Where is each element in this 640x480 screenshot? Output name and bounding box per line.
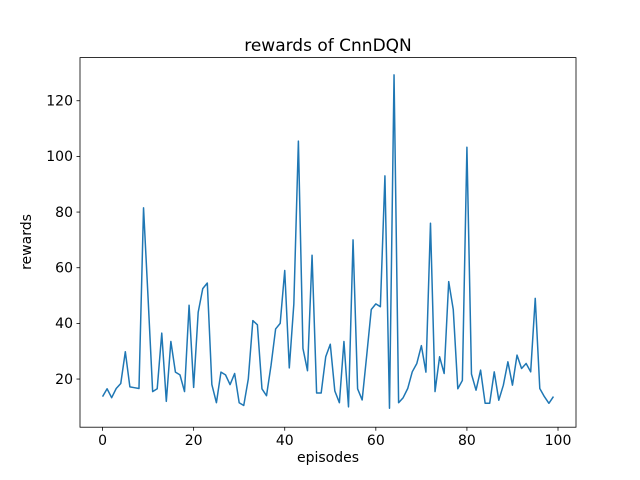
y-axis-label: rewards	[19, 214, 35, 270]
y-tick-label-20: 20	[55, 372, 73, 388]
series-line-rewards	[101, 74, 555, 410]
x-axis-label: episodes	[296, 450, 360, 466]
x-tick-label-20: 20	[185, 433, 203, 449]
y-tick-label-100: 100	[46, 149, 73, 165]
x-tick-label-60: 60	[367, 433, 385, 449]
x-tick-label-0: 0	[98, 433, 107, 449]
y-tick-label-60: 60	[55, 261, 73, 277]
axes-frame	[79, 57, 577, 428]
x-tick-label-100: 100	[545, 433, 572, 449]
y-tick-label-120: 120	[46, 94, 73, 110]
y-tick-label-40: 40	[55, 316, 73, 332]
chart-title: rewards of CnnDQN	[244, 36, 412, 56]
y-tick-label-80: 80	[55, 205, 73, 221]
x-tick-label-80: 80	[458, 433, 476, 449]
x-tick-label-40: 40	[276, 433, 294, 449]
